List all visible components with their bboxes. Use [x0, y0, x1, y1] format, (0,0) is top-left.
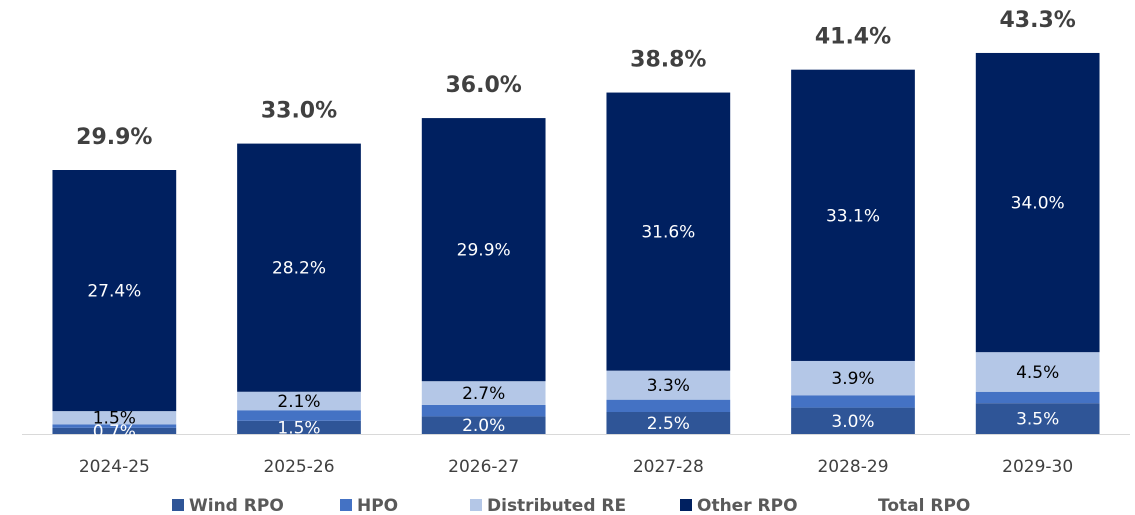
bar-segment — [421, 404, 546, 417]
data-label: 1.5% — [277, 418, 320, 438]
data-label: 28.2% — [272, 259, 326, 279]
total-label: 29.9% — [76, 125, 152, 150]
data-label: 3.5% — [1016, 410, 1059, 430]
bar-segment — [791, 360, 915, 396]
x-tick-label: 2024-25 — [79, 457, 150, 477]
legend-swatch — [680, 499, 692, 511]
bar-segment — [606, 412, 731, 434]
bar-segment — [421, 118, 546, 382]
x-tick-label: 2029-30 — [1002, 457, 1073, 477]
x-tick-label: 2027-28 — [633, 457, 704, 477]
data-label: 3.9% — [831, 369, 874, 389]
legend-label: Wind RPO — [189, 496, 284, 515]
legend-label: Distributed RE — [487, 496, 626, 515]
data-label: 4.5% — [1016, 363, 1059, 383]
data-label: 29.9% — [457, 241, 511, 261]
data-label: 31.6% — [641, 223, 695, 243]
total-label: 38.8% — [630, 48, 706, 73]
bar-segment — [421, 381, 546, 405]
x-tick-label: 2028-29 — [817, 457, 888, 477]
bar-segment — [791, 69, 915, 361]
total-label: 36.0% — [446, 73, 522, 98]
x-tick-label: 2025-26 — [263, 457, 334, 477]
bar-segment — [975, 403, 1100, 434]
bar-segment — [606, 399, 731, 412]
bar-segment — [237, 420, 361, 434]
bar-segment — [791, 407, 915, 434]
data-label: 2.1% — [277, 392, 320, 412]
bar-segment — [606, 370, 731, 400]
legend-swatch — [172, 499, 184, 511]
bar-segment — [791, 395, 915, 408]
bar-segment — [606, 92, 731, 371]
data-label: 2.5% — [647, 414, 690, 434]
data-label: 2.7% — [462, 384, 505, 404]
total-label: 41.4% — [815, 25, 891, 50]
legend-label: Other RPO — [697, 496, 798, 515]
legend-label: Total RPO — [878, 496, 970, 515]
legend-swatch — [340, 499, 352, 511]
bar-segment — [52, 411, 177, 425]
data-label: 0.7% — [93, 422, 136, 442]
data-label: 34.0% — [1011, 194, 1065, 214]
bar-segment — [237, 410, 361, 421]
bar-segment — [52, 170, 177, 412]
data-label: 1.5% — [93, 409, 136, 429]
legend-label: HPO — [357, 496, 398, 515]
bar-segment — [421, 416, 546, 434]
data-label: 2.0% — [462, 416, 505, 436]
bar-segment — [237, 143, 361, 392]
bar-segment — [975, 352, 1100, 392]
x-tick-label: 2026-27 — [448, 457, 519, 477]
bar-segment — [52, 427, 177, 434]
data-label: 27.4% — [87, 282, 141, 302]
bar-segment — [52, 424, 177, 428]
bar-segment — [975, 52, 1100, 353]
data-label: 3.0% — [831, 412, 874, 432]
data-label: 33.1% — [826, 206, 880, 226]
bar-segment — [975, 391, 1100, 404]
total-label: 43.3% — [1000, 8, 1076, 33]
total-label: 33.0% — [261, 99, 337, 124]
legend-swatch — [470, 499, 482, 511]
data-label: 3.3% — [647, 376, 690, 396]
bar-segment — [237, 391, 361, 411]
